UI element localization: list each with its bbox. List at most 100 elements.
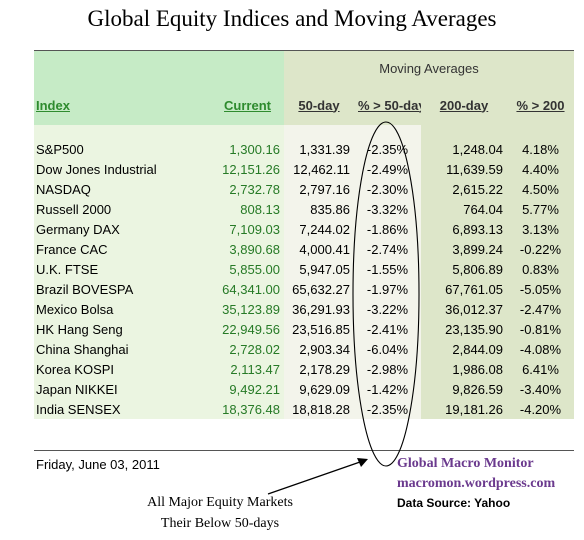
cell-200day: 2,615.22 <box>421 179 507 199</box>
cell-pct-50day: -1.86% <box>354 219 421 239</box>
cell-200day: 23,135.90 <box>421 319 507 339</box>
col-header-200day: 200-day <box>421 85 507 125</box>
cell-50day: 835.86 <box>284 199 354 219</box>
cell-pct-50day: -6.04% <box>354 339 421 359</box>
cell-index: Japan NIKKEI <box>34 379 211 399</box>
table-row: U.K. FTSE 5,855.00 5,947.05 -1.55% 5,806.89 0… <box>34 259 574 279</box>
cell-pct-50day: -2.98% <box>354 359 421 379</box>
annotation-arrow-head <box>357 458 368 467</box>
cell-pct-50day: -2.35% <box>354 399 421 419</box>
cell-current: 12,151.26 <box>211 159 284 179</box>
cell-current: 22,949.56 <box>211 319 284 339</box>
cell-index: China Shanghai <box>34 339 211 359</box>
cell-200day: 1,248.04 <box>421 139 507 159</box>
table-row: Dow Jones Industrial 12,151.26 12,462.11 -2… <box>34 159 574 179</box>
table-row: Korea KOSPI 2,113.47 2,178.29 -2.98% 1,986.0… <box>34 359 574 379</box>
cell-index: India SENSEX <box>34 399 211 419</box>
cell-200day: 1,986.08 <box>421 359 507 379</box>
annotation-arrow-line <box>267 461 361 495</box>
spacer-row <box>34 125 574 139</box>
cell-200day: 3,899.24 <box>421 239 507 259</box>
cell-index: HK Hang Seng <box>34 319 211 339</box>
header-blank <box>34 51 284 85</box>
table-row: Germany DAX 7,109.03 7,244.02 -1.86% 6,893.1… <box>34 219 574 239</box>
cell-pct-50day: -2.41% <box>354 319 421 339</box>
cell-pct-50day: -2.30% <box>354 179 421 199</box>
cell-current: 2,728.02 <box>211 339 284 359</box>
cell-pct-200: -4.20% <box>507 399 574 419</box>
cell-pct-50day: -1.97% <box>354 279 421 299</box>
report-date: Friday, June 03, 2011 <box>36 457 160 472</box>
table-row: China Shanghai 2,728.02 2,903.34 -6.04% 2,84… <box>34 339 574 359</box>
cell-pct-200: -3.40% <box>507 379 574 399</box>
cell-current: 1,300.16 <box>211 139 284 159</box>
cell-index: France CAC <box>34 239 211 259</box>
cell-pct-200: 6.41% <box>507 359 574 379</box>
cell-200day: 764.04 <box>421 199 507 219</box>
cell-current: 7,109.03 <box>211 219 284 239</box>
cell-50day: 1,331.39 <box>284 139 354 159</box>
cell-pct-50day: -1.42% <box>354 379 421 399</box>
cell-pct-200: 5.77% <box>507 199 574 219</box>
cell-50day: 4,000.41 <box>284 239 354 259</box>
cell-index: Germany DAX <box>34 219 211 239</box>
cell-50day: 18,818.28 <box>284 399 354 419</box>
table-row: Russell 2000 808.13 835.86 -3.32% 764.04 5.77… <box>34 199 574 219</box>
cell-index: Dow Jones Industrial <box>34 159 211 179</box>
cell-50day: 12,462.11 <box>284 159 354 179</box>
cell-200day: 5,806.89 <box>421 259 507 279</box>
cell-current: 2,732.78 <box>211 179 284 199</box>
table-row: Mexico Bolsa 35,123.89 36,291.93 -3.22% 36,0… <box>34 299 574 319</box>
cell-200day: 19,181.26 <box>421 399 507 419</box>
brand-name: Global Macro Monitor <box>397 456 534 471</box>
cell-index: U.K. FTSE <box>34 259 211 279</box>
table-row: HK Hang Seng 22,949.56 23,516.85 -2.41% 23,1… <box>34 319 574 339</box>
table-row: NASDAQ 2,732.78 2,797.16 -2.30% 2,615.22 4.50… <box>34 179 574 199</box>
cell-index: NASDAQ <box>34 179 211 199</box>
cell-current: 35,123.89 <box>211 299 284 319</box>
cell-pct-200: -0.22% <box>507 239 574 259</box>
cell-current: 64,341.00 <box>211 279 284 299</box>
col-header-50day: 50-day <box>284 85 354 125</box>
table-row: Japan NIKKEI 9,492.21 9,629.09 -1.42% 9,826.… <box>34 379 574 399</box>
page-title: Global Equity Indices and Moving Average… <box>87 6 497 31</box>
cell-200day: 9,826.59 <box>421 379 507 399</box>
cell-200day: 6,893.13 <box>421 219 507 239</box>
cell-pct-200: 4.18% <box>507 139 574 159</box>
cell-pct-200: 4.50% <box>507 179 574 199</box>
cell-200day: 67,761.05 <box>421 279 507 299</box>
cell-pct-200: 3.13% <box>507 219 574 239</box>
cell-index: Russell 2000 <box>34 199 211 219</box>
cell-index: S&P500 <box>34 139 211 159</box>
cell-50day: 9,629.09 <box>284 379 354 399</box>
cell-current: 5,855.00 <box>211 259 284 279</box>
cell-current: 18,376.48 <box>211 399 284 419</box>
cell-current: 808.13 <box>211 199 284 219</box>
col-header-current: Current <box>211 85 284 125</box>
cell-pct-50day: -1.55% <box>354 259 421 279</box>
cell-50day: 65,632.27 <box>284 279 354 299</box>
brand-site: macromon.wordpress.com <box>397 476 556 491</box>
cell-50day: 2,797.16 <box>284 179 354 199</box>
data-source: Data Source: Yahoo <box>397 496 511 510</box>
cell-current: 2,113.47 <box>211 359 284 379</box>
table-row: India SENSEX 18,376.48 18,818.28 -2.35% 19,1… <box>34 399 574 419</box>
col-header-pct-200: % > 200 <box>507 85 574 125</box>
col-header-index: Index <box>34 85 211 125</box>
cell-50day: 23,516.85 <box>284 319 354 339</box>
col-header-pct-50day: % > 50-day <box>354 85 421 125</box>
annotation-line-1: All Major Equity Markets <box>147 495 293 510</box>
cell-pct-200: -4.08% <box>507 339 574 359</box>
cell-50day: 5,947.05 <box>284 259 354 279</box>
cell-50day: 7,244.02 <box>284 219 354 239</box>
cell-pct-200: 0.83% <box>507 259 574 279</box>
annotation-line-2: Their Below 50-days <box>160 516 280 531</box>
cell-index: Brazil BOVESPA <box>34 279 211 299</box>
cell-pct-50day: -3.22% <box>354 299 421 319</box>
cell-current: 9,492.21 <box>211 379 284 399</box>
cell-current: 3,890.68 <box>211 239 284 259</box>
table-row: France CAC 3,890.68 4,000.41 -2.74% 3,899.24… <box>34 239 574 259</box>
cell-pct-50day: -2.74% <box>354 239 421 259</box>
moving-averages-header: Moving Averages <box>284 51 574 85</box>
cell-200day: 36,012.37 <box>421 299 507 319</box>
